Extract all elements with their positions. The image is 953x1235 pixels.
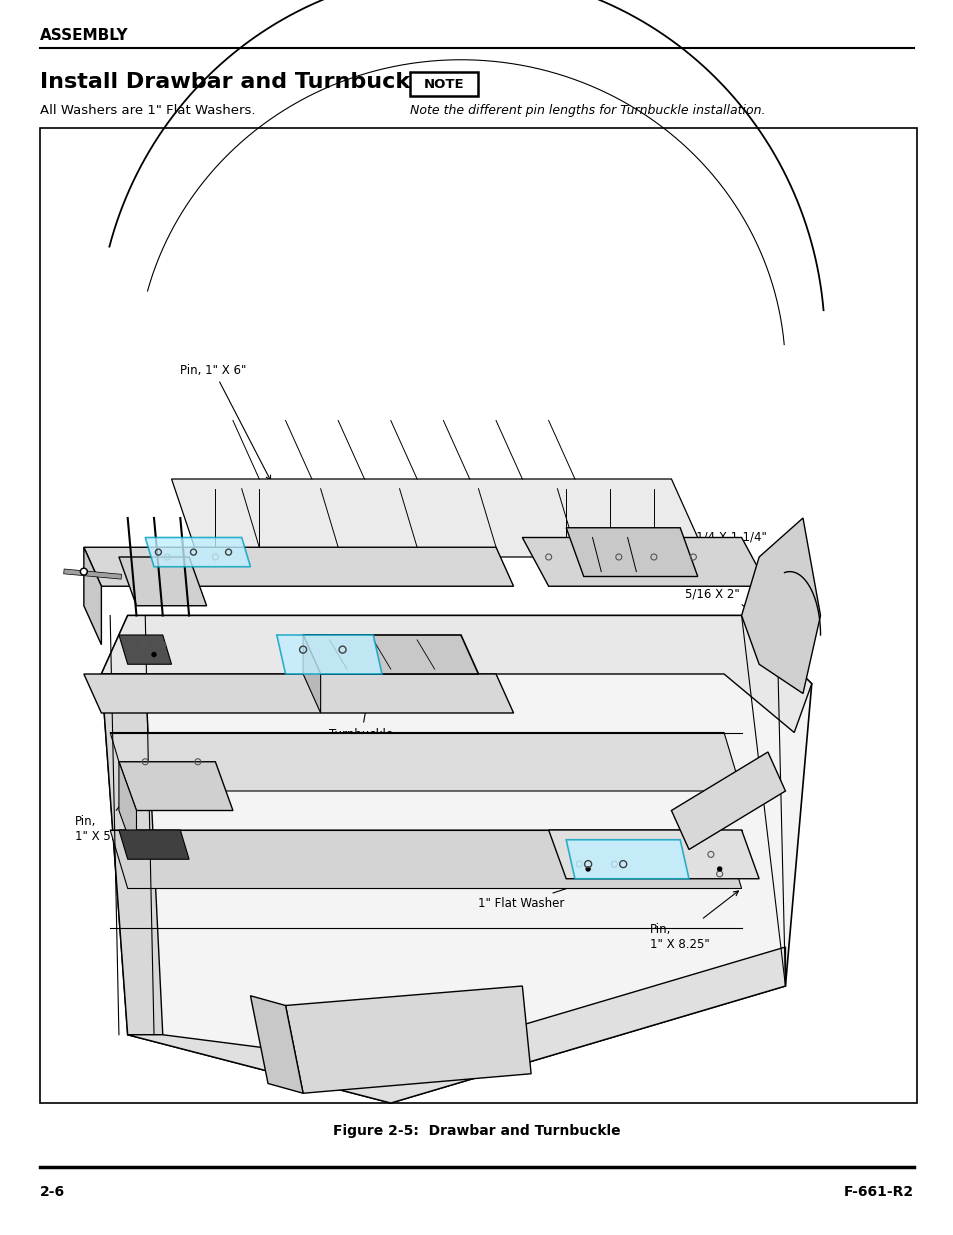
- Text: Install Drawbar and Turnbuckle: Install Drawbar and Turnbuckle: [40, 72, 433, 91]
- Polygon shape: [671, 752, 784, 850]
- Text: Pin, 1/4 X 1-1/4": Pin, 1/4 X 1-1/4": [671, 531, 768, 579]
- Polygon shape: [128, 947, 784, 1103]
- Polygon shape: [119, 762, 233, 810]
- Text: Pin,
1" X 8.25": Pin, 1" X 8.25": [649, 890, 738, 951]
- Polygon shape: [145, 537, 251, 567]
- Polygon shape: [172, 479, 706, 557]
- Circle shape: [585, 867, 590, 871]
- Bar: [40, 128, 916, 1103]
- Circle shape: [152, 652, 156, 657]
- Text: Pin, 1" X 6": Pin, 1" X 6": [180, 363, 271, 480]
- Text: Pin, Slotted
5/16 X 2": Pin, Slotted 5/16 X 2": [684, 572, 777, 632]
- Polygon shape: [119, 762, 136, 860]
- Circle shape: [82, 569, 86, 573]
- Polygon shape: [101, 674, 163, 1035]
- Text: Figure 2-5:  Drawbar and Turnbuckle: Figure 2-5: Drawbar and Turnbuckle: [333, 1124, 620, 1137]
- Polygon shape: [303, 635, 320, 713]
- Polygon shape: [119, 830, 189, 860]
- Polygon shape: [84, 547, 101, 645]
- Circle shape: [717, 867, 720, 871]
- Polygon shape: [101, 615, 811, 732]
- Text: Note the different pin lengths for Turnbuckle installation.: Note the different pin lengths for Turnb…: [410, 104, 764, 117]
- Text: 1" Flat Washer: 1" Flat Washer: [478, 879, 593, 910]
- Polygon shape: [101, 615, 811, 1103]
- Polygon shape: [276, 635, 381, 674]
- Polygon shape: [84, 547, 513, 587]
- Polygon shape: [548, 830, 759, 879]
- Polygon shape: [522, 537, 767, 587]
- Text: Pin,
1" X 5.5": Pin, 1" X 5.5": [75, 799, 127, 844]
- Polygon shape: [566, 527, 697, 577]
- Polygon shape: [110, 732, 740, 790]
- Polygon shape: [119, 557, 207, 605]
- Text: NOTE: NOTE: [423, 78, 464, 90]
- Polygon shape: [303, 635, 478, 674]
- Text: F-661-R2: F-661-R2: [843, 1186, 913, 1199]
- Polygon shape: [251, 995, 303, 1093]
- Text: All Washers are 1" Flat Washers.: All Washers are 1" Flat Washers.: [40, 104, 255, 117]
- Polygon shape: [110, 830, 740, 888]
- Text: Turnbuckle: Turnbuckle: [329, 673, 394, 741]
- Text: ASSEMBLY: ASSEMBLY: [40, 28, 129, 43]
- Circle shape: [80, 568, 88, 576]
- Polygon shape: [84, 674, 513, 713]
- Text: 2-6: 2-6: [40, 1186, 65, 1199]
- Bar: [410, 72, 477, 96]
- Polygon shape: [119, 635, 172, 664]
- Polygon shape: [285, 986, 531, 1093]
- Polygon shape: [566, 840, 688, 879]
- Polygon shape: [740, 517, 820, 694]
